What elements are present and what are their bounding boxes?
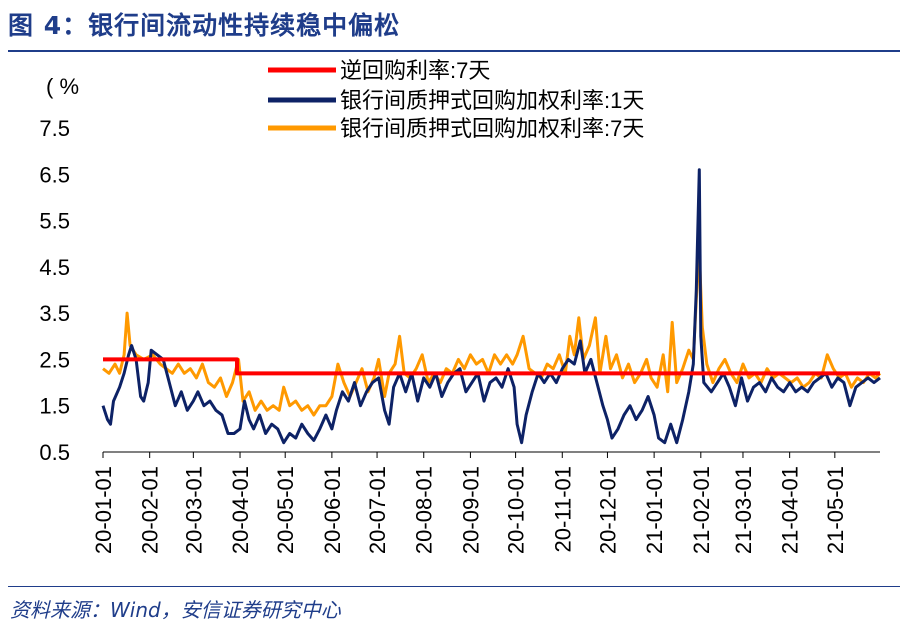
legend-label: 逆回购利率:7天 — [340, 58, 490, 83]
x-tick-label: 20-11-01 — [550, 466, 575, 552]
x-tick-label: 20-03-01 — [181, 466, 206, 554]
y-axis-ticks: 7.5 6.5 5.5 4.5 3.5 2.5 1.5 0.5 — [39, 116, 70, 465]
y-tick-label: 5.5 — [39, 209, 70, 234]
line-chart: ( % 7.56.55.54.53.52.51.50.5 20-01-01 20-… — [39, 58, 882, 554]
x-tick-label: 20-01-01 — [91, 466, 116, 554]
legend-label: 银行间质押式回购加权利率:1天 — [340, 88, 644, 113]
x-tick-label: 21-05-01 — [823, 466, 848, 554]
x-axis-ticks: 20-01-01 20-02-01 20-03-01 20-04-01 20-05-01… — [91, 452, 848, 554]
title-divider — [8, 50, 900, 52]
x-tick-label: 20-08-01 — [412, 466, 437, 554]
x-tick-label: 20-02-01 — [138, 466, 163, 554]
y-tick-label: 0.5 — [39, 440, 70, 465]
y-tick-label: 7.5 — [39, 116, 70, 141]
source-divider — [8, 586, 900, 587]
source-note: 资料来源：Wind，安信证券研究中心 — [10, 598, 341, 622]
repo-1d-line — [101, 168, 881, 445]
x-tick-label: 20-10-01 — [504, 466, 529, 554]
x-tick-label: 20-04-01 — [228, 466, 253, 554]
legend-label: 银行间质押式回购加权利率:7天 — [340, 116, 644, 141]
x-tick-label: 21-03-01 — [731, 466, 756, 554]
reverse-repo-7d-line — [103, 357, 880, 376]
x-tick-label: 20-06-01 — [320, 466, 345, 554]
x-tick-label: 21-04-01 — [778, 466, 803, 554]
x-tick-label: 20-07-01 — [365, 466, 390, 554]
x-tick-label: 21-01-01 — [642, 466, 667, 554]
y-tick-label: 6.5 — [39, 162, 70, 187]
x-tick-label: 20-05-01 — [273, 466, 298, 554]
y-tick-label: 2.5 — [39, 347, 70, 372]
x-tick-label: 20-09-01 — [458, 466, 483, 554]
x-tick-label: 21-02-01 — [689, 466, 714, 554]
y-tick-label: 4.5 — [39, 255, 70, 280]
y-tick-label: 3.5 — [39, 301, 70, 326]
figure-title: 图 4：银行间流动性持续稳中偏松 — [8, 11, 401, 40]
y-unit-label: ( % — [46, 74, 79, 99]
x-tick-label: 20-12-01 — [595, 466, 620, 554]
y-tick-label: 1.5 — [39, 394, 70, 419]
series-lines — [101, 168, 882, 445]
